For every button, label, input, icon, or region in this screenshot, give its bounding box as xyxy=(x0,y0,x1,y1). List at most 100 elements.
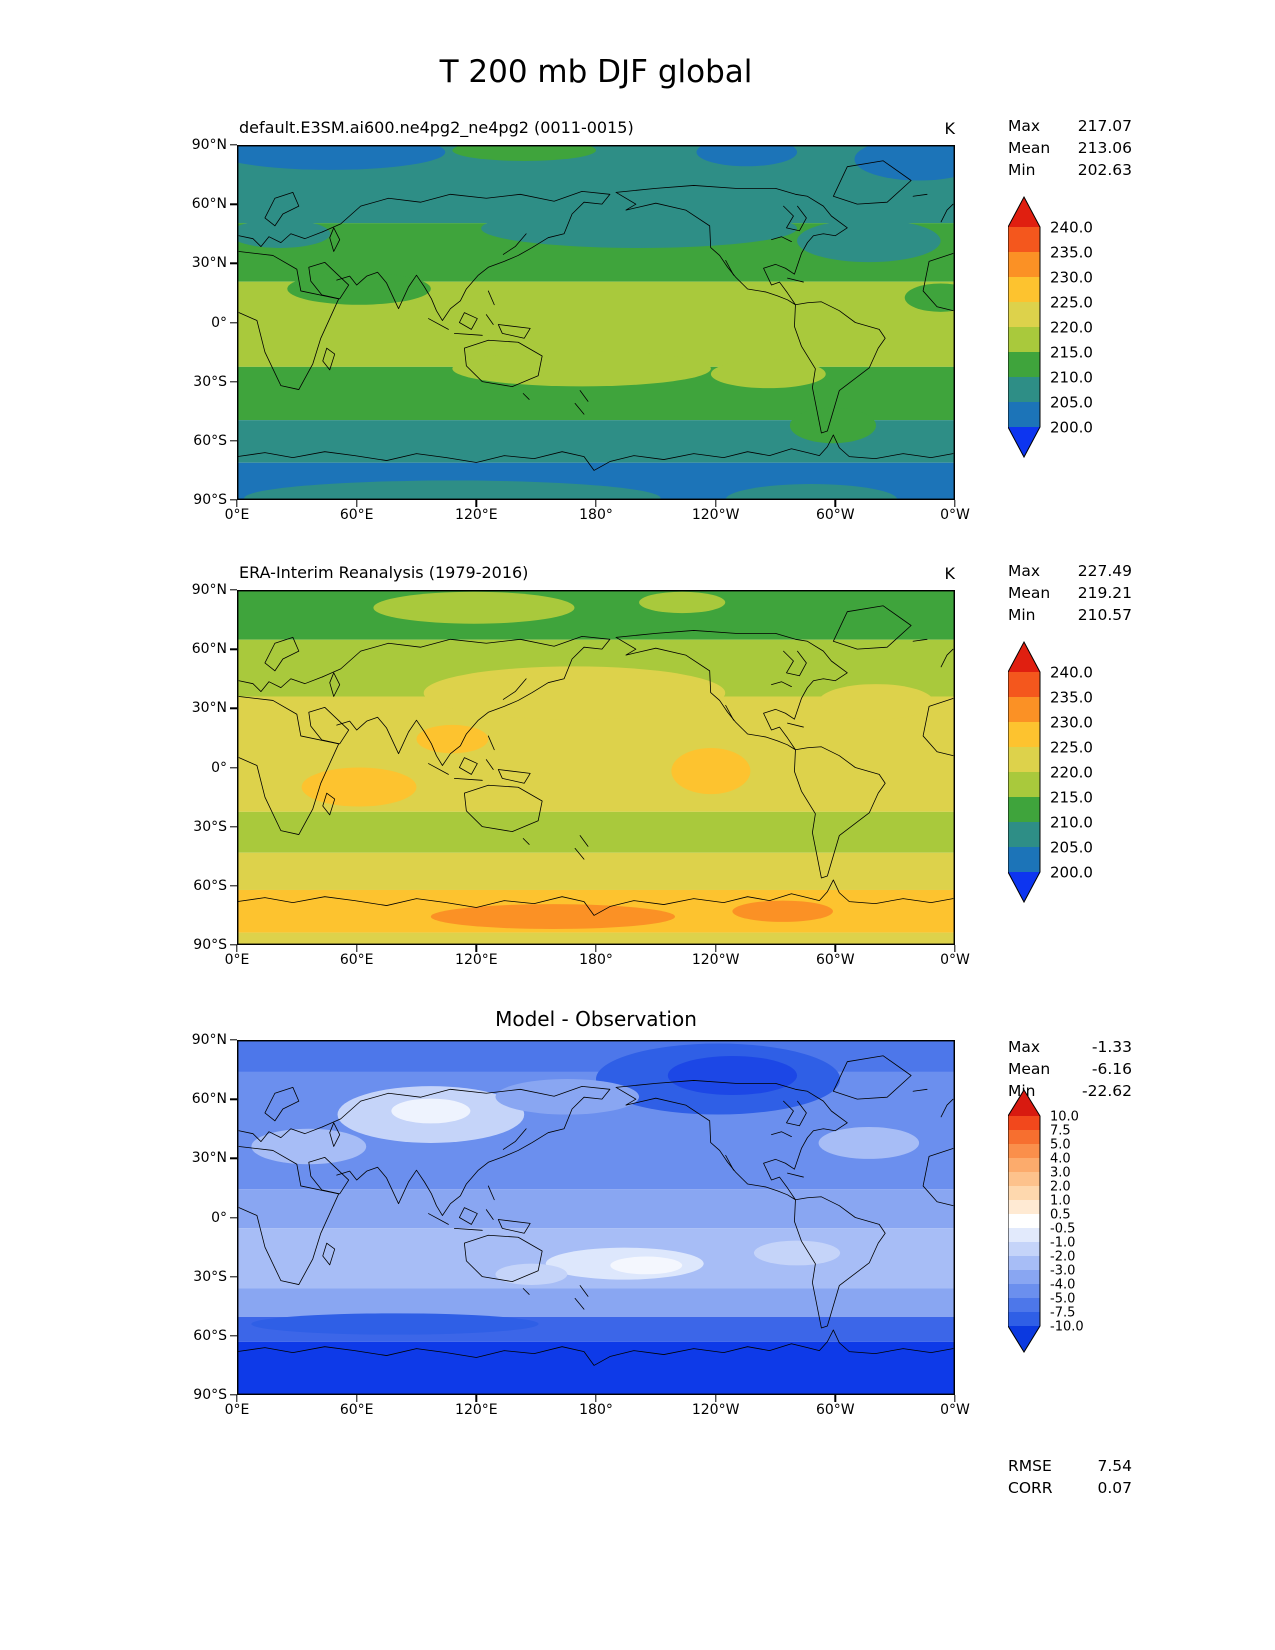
colorbar-tick-label: -4.0 xyxy=(1050,1278,1075,1293)
x-tick-label: 120°E xyxy=(455,507,498,523)
y-tick xyxy=(230,707,237,710)
y-tick-label: 60°N xyxy=(191,641,227,658)
metric-row: RMSE 7.54 xyxy=(1008,1455,1132,1477)
colorbar-tick-label: 0.5 xyxy=(1050,1208,1071,1223)
x-tick xyxy=(355,1395,358,1402)
x-tick-label: 0°W xyxy=(940,507,970,523)
reference-colorbar: 240.0 235.0 230.0 225.0 220.0 215.0 210.0 205.0… xyxy=(1007,640,1138,908)
x-tick-label: 0°W xyxy=(940,952,970,968)
x-tick-label: 0°E xyxy=(224,952,250,968)
colorbar-tick-label: 220.0 xyxy=(1050,318,1093,336)
y-tick xyxy=(230,944,237,946)
x-tick-label: 60°W xyxy=(815,952,855,968)
y-tick-label: 90°S xyxy=(193,492,227,508)
colorbar-tick-label: 7.5 xyxy=(1050,1124,1071,1139)
model-colorbar: 240.0 235.0 230.0 225.0 220.0 215.0 210.0 205.0… xyxy=(1007,195,1138,463)
x-tick xyxy=(475,945,478,952)
x-tick xyxy=(954,1395,956,1402)
x-tick-label: 60°E xyxy=(339,952,374,968)
x-tick xyxy=(834,1395,837,1402)
stat-row: Min 202.63 xyxy=(1008,159,1132,181)
model-panel-title: default.E3SM.ai600.ne4pg2_ne4pg2 (0011-0… xyxy=(239,118,634,137)
colorbar-tick-label: 240.0 xyxy=(1050,663,1093,681)
y-tick-label: 60°N xyxy=(191,196,227,213)
stat-max-label: Max xyxy=(1008,117,1041,135)
y-tick xyxy=(230,144,237,146)
stat-row: Max 227.49 xyxy=(1008,560,1132,582)
model-units-label: K xyxy=(944,119,956,138)
y-tick-label: 60°N xyxy=(191,1091,227,1108)
y-tick-label: 90°N xyxy=(191,1032,227,1048)
stat-row: Max 217.07 xyxy=(1008,115,1132,137)
colorbar-tick-label: -0.5 xyxy=(1050,1222,1075,1237)
y-tick xyxy=(230,1394,237,1396)
stat-row: Mean -6.16 xyxy=(1008,1058,1132,1080)
model-stats-block: Max 217.07 Mean 213.06 Min 202.63 xyxy=(1008,115,1132,181)
x-tick-label: 60°W xyxy=(815,507,855,523)
stat-max-label: Max xyxy=(1008,562,1041,580)
stat-mean-label: Mean xyxy=(1008,584,1051,602)
x-tick xyxy=(954,945,956,952)
reference-map-plot xyxy=(236,589,956,946)
colorbar-tick-label: 215.0 xyxy=(1050,343,1093,361)
colorbar-tick-label: 225.0 xyxy=(1050,293,1093,311)
y-tick-label: 60°S xyxy=(193,877,227,894)
colorbar-tick-label: 2.0 xyxy=(1050,1180,1071,1195)
y-tick-label: 0° xyxy=(211,1209,227,1226)
y-tick xyxy=(230,440,237,442)
x-tick xyxy=(475,1395,478,1402)
colorbar-tick-label: 235.0 xyxy=(1050,688,1093,706)
x-tick-label: 180° xyxy=(579,952,613,968)
y-tick xyxy=(230,321,237,324)
stat-min-label: Min xyxy=(1008,161,1036,179)
stat-min-label: Min xyxy=(1008,606,1036,624)
colorbar-tick-label: 210.0 xyxy=(1050,368,1093,386)
colorbar-tick-label: 10.0 xyxy=(1050,1110,1079,1125)
y-tick xyxy=(230,1335,237,1337)
y-tick xyxy=(230,380,237,383)
y-tick-label: 30°S xyxy=(193,818,227,835)
colorbar-tick-label: 210.0 xyxy=(1050,813,1093,831)
x-tick xyxy=(714,1395,717,1402)
x-tick xyxy=(236,945,238,952)
colorbar-tick-label: -2.0 xyxy=(1050,1250,1075,1265)
colorbar-tick-label: 230.0 xyxy=(1050,713,1093,731)
x-tick xyxy=(595,500,597,507)
colorbar-scale: 10.07.55.04.03.02.01.00.5-0.5-1.0-2.0-3.… xyxy=(1007,1089,1084,1353)
contour-field xyxy=(236,1039,956,1396)
y-tick xyxy=(230,262,237,265)
stat-mean-label: Mean xyxy=(1008,139,1051,157)
x-tick-label: 60°E xyxy=(339,1402,374,1418)
y-tick xyxy=(230,885,237,887)
colorbar-tick-label: 225.0 xyxy=(1050,738,1093,756)
x-tick-label: 60°W xyxy=(815,1402,855,1418)
difference-colorbar: 10.0 7.5 5.0 4.0 3.0 2.0 1.0 0.5 -0.5 -1.0 -2.0 -3.… xyxy=(1007,1088,1138,1358)
y-tick xyxy=(230,825,237,828)
difference-map-plot xyxy=(236,1039,956,1396)
y-tick-label: 30°S xyxy=(193,1268,227,1285)
y-tick-label: 90°N xyxy=(191,582,227,598)
stat-min-value: 210.57 xyxy=(1077,606,1132,624)
x-tick-label: 180° xyxy=(579,507,613,523)
x-tick-label: 0°W xyxy=(940,1402,970,1418)
stat-max-value: -1.33 xyxy=(1091,1038,1132,1056)
difference-panel-title: Model - Observation xyxy=(495,1007,697,1031)
stat-min-label: Min xyxy=(1008,1082,1036,1100)
metric-row: CORR 0.07 xyxy=(1008,1477,1132,1499)
colorbar-tick-label: 205.0 xyxy=(1050,393,1093,411)
corr-value: 0.07 xyxy=(1097,1479,1132,1497)
stat-row: Mean 213.06 xyxy=(1008,137,1132,159)
figure-title: T 200 mb DJF global xyxy=(439,54,753,90)
stat-row: Mean 219.21 xyxy=(1008,582,1132,604)
y-tick-label: 90°S xyxy=(193,1387,227,1403)
y-tick-label: 90°S xyxy=(193,937,227,953)
stat-row: Min -22.62 xyxy=(1008,1080,1132,1102)
y-tick xyxy=(230,648,237,650)
stat-max-label: Max xyxy=(1008,1038,1041,1056)
stat-min-value: 202.63 xyxy=(1077,161,1132,179)
stat-mean-value: -6.16 xyxy=(1091,1060,1132,1078)
colorbar-tick-label: 220.0 xyxy=(1050,763,1093,781)
x-tick-label: 120°W xyxy=(691,952,740,968)
colorbar-tick-label: 240.0 xyxy=(1050,218,1093,236)
x-tick-label: 120°E xyxy=(455,952,498,968)
